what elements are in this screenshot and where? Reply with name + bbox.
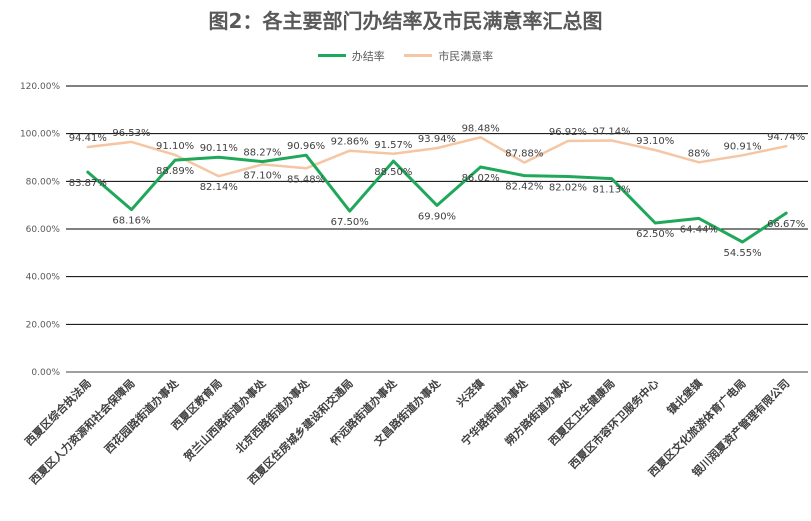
- y-tick-label: 60.00%: [26, 225, 61, 235]
- satisfaction-rate-data-label: 91.10%: [156, 141, 194, 152]
- completion-rate-data-label: 81.13%: [593, 185, 631, 196]
- satisfaction-rate-data-label: 87.10%: [243, 170, 281, 181]
- legend-swatch-completion-rate: [317, 54, 346, 57]
- completion-rate-data-label: 88.27%: [243, 148, 281, 159]
- completion-rate-data-label: 88.89%: [156, 166, 194, 177]
- satisfaction-rate-data-label: 94.41%: [69, 133, 107, 144]
- satisfaction-rate-data-label: 96.92%: [549, 127, 587, 138]
- y-tick-label: 80.00%: [26, 177, 61, 187]
- satisfaction-rate-data-label: 98.48%: [462, 123, 500, 134]
- satisfaction-rate-data-label: 91.57%: [374, 140, 412, 151]
- completion-rate-data-label: 69.90%: [418, 211, 456, 222]
- completion-rate-data-label: 64.44%: [680, 224, 718, 235]
- completion-rate-data-label: 68.16%: [112, 216, 150, 227]
- satisfaction-rate-data-label: 87.88%: [505, 149, 543, 160]
- legend-swatch-satisfaction-rate: [404, 54, 433, 57]
- completion-rate-data-label: 82.42%: [505, 182, 543, 193]
- satisfaction-rate-line: [86, 136, 788, 178]
- satisfaction-rate-data-label: 85.48%: [287, 174, 325, 185]
- chart-title: 图2：各主要部门办结率及市民满意率汇总图: [208, 9, 603, 33]
- x-category-label: 贺兰山西路街道办事处: [180, 376, 269, 465]
- y-tick-label: 40.00%: [26, 273, 61, 283]
- y-tick-label: 120.00%: [20, 82, 60, 92]
- completion-rate-data-label: 90.96%: [287, 141, 325, 152]
- completion-rate-data-label: 82.02%: [549, 183, 587, 194]
- completion-rate-data-label: 90.11%: [200, 143, 238, 154]
- completion-rate-data-label: 54.55%: [723, 248, 761, 259]
- satisfaction-rate-data-label: 90.91%: [723, 141, 761, 152]
- completion-rate-data-label: 62.50%: [636, 229, 674, 240]
- x-category-label: 西夏区市容环卫服务中心: [566, 376, 661, 471]
- y-tick-label: 0.00%: [31, 368, 60, 378]
- completion-rate-data-label: 88.50%: [374, 167, 412, 178]
- satisfaction-rate-data-label: 96.53%: [112, 128, 150, 139]
- x-category-label: 兴泾镇: [454, 376, 487, 409]
- y-tick-label: 20.00%: [26, 320, 61, 330]
- legend-item-completion-rate: 办结率: [317, 48, 385, 64]
- x-category-label: 西花园路街道办事处: [101, 376, 182, 457]
- satisfaction-rate-data-label: 93.10%: [636, 136, 674, 147]
- satisfaction-rate-data-label: 92.86%: [331, 137, 369, 148]
- completion-rate-data-label: 66.67%: [767, 219, 805, 230]
- legend-label-satisfaction-rate: 市民满意率: [438, 49, 494, 63]
- completion-rate-data-label: 86.02%: [462, 173, 500, 184]
- legend-label-completion-rate: 办结率: [351, 49, 385, 63]
- x-category-label: 北京西路街道办事处: [232, 376, 313, 457]
- completion-rate-data-label: 67.50%: [331, 217, 369, 228]
- y-tick-label: 100.00%: [20, 130, 60, 140]
- legend-item-satisfaction-rate: 市民满意率: [404, 48, 493, 64]
- satisfaction-rate-data-label: 88%: [688, 148, 710, 159]
- satisfaction-rate-data-label: 82.14%: [200, 182, 238, 193]
- x-category-label: 镇北堡镇: [664, 376, 705, 417]
- satisfaction-rate-data-label: 97.14%: [593, 126, 631, 137]
- legend: 办结率 市民满意率: [0, 47, 811, 64]
- completion-rate-line: [86, 153, 788, 244]
- completion-rate-data-label: 83.87%: [69, 178, 107, 189]
- satisfaction-rate-data-label: 94.74%: [767, 132, 805, 143]
- satisfaction-rate-data-label: 93.94%: [418, 134, 456, 145]
